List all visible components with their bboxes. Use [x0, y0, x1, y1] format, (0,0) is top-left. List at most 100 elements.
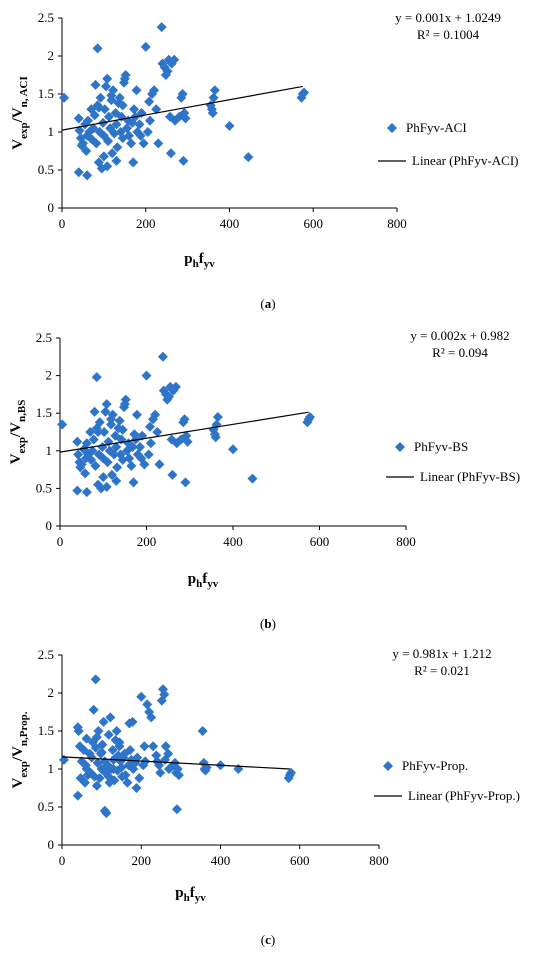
- y-tick-label: 2: [48, 48, 55, 63]
- chart-panel-c: 0 0.5 1 1.5 2 2.5 0 200 400 600 800 Vexp/Vn,Prop. ph…: [10, 646, 520, 947]
- data-point: [299, 87, 310, 98]
- x-label-p-sub: h: [193, 258, 199, 270]
- caption-open-paren: (: [261, 932, 265, 947]
- data-point: [109, 449, 120, 460]
- x-label-f: f: [190, 885, 196, 901]
- x-tick-label: 600: [310, 534, 330, 549]
- data-point: [135, 130, 146, 141]
- data-point: [128, 477, 139, 488]
- data-point: [144, 96, 155, 107]
- data-point: [97, 739, 108, 750]
- x-label-f: f: [199, 251, 205, 267]
- x-tick-label: 200: [132, 853, 152, 868]
- data-point: [127, 716, 138, 727]
- legend-marker-icon: [387, 123, 397, 133]
- data-point: [135, 442, 146, 453]
- x-tick-label: 400: [211, 853, 231, 868]
- legend-trend-label: Linear (PhFyv-Prop.): [408, 788, 520, 803]
- data-point: [140, 41, 151, 52]
- data-point: [90, 79, 101, 90]
- y-label-mid: /V: [10, 746, 26, 762]
- data-point: [131, 85, 142, 96]
- y-tick-label: 1.5: [38, 86, 54, 101]
- panel-caption: (c): [261, 932, 275, 947]
- legend-series-label: PhFyv-ACI: [406, 120, 467, 135]
- data-point: [155, 767, 166, 778]
- data-point: [139, 741, 150, 752]
- y-tick-label: 1: [46, 443, 53, 458]
- data-point: [82, 170, 93, 181]
- y-label-sub1: exp: [16, 437, 28, 454]
- caption-letter: a: [265, 296, 272, 311]
- y-axis-label: Vexp/Vn, ACI: [10, 76, 30, 150]
- data-point: [173, 770, 184, 781]
- data-point: [93, 427, 104, 437]
- x-tick-label: 200: [137, 534, 157, 549]
- data-point: [117, 454, 128, 465]
- data-point: [102, 457, 113, 468]
- data-point: [228, 444, 238, 455]
- r-squared: R² = 0.1004: [417, 27, 480, 42]
- x-axis-label: phfyv: [184, 251, 215, 270]
- y-tick-label: 0.5: [38, 799, 54, 814]
- x-tick-label: 200: [136, 216, 156, 231]
- data-point: [96, 747, 107, 758]
- data-point: [111, 726, 122, 736]
- data-point: [304, 411, 315, 422]
- data-point: [82, 115, 93, 126]
- x-tick-label: 800: [369, 853, 389, 868]
- data-point: [91, 138, 102, 149]
- data-point: [117, 424, 128, 435]
- data-point: [73, 726, 84, 736]
- data-point: [120, 394, 131, 405]
- data-point: [108, 764, 119, 774]
- data-point: [134, 119, 145, 130]
- data-point: [123, 760, 134, 771]
- data-point: [286, 767, 297, 778]
- data-point: [86, 752, 97, 763]
- y-label-mid: /V: [8, 422, 24, 438]
- data-point: [148, 741, 159, 752]
- data-point: [145, 438, 156, 449]
- data-point: [120, 770, 131, 781]
- legend-series-label: PhFyv-BS: [414, 439, 468, 454]
- y-tick-label: 2.5: [38, 647, 54, 662]
- data-point: [88, 434, 99, 445]
- data-point: [81, 733, 92, 744]
- legend-marker-icon: [383, 761, 393, 771]
- data-point: [114, 92, 125, 103]
- trendline: [61, 85, 303, 131]
- r-squared: R² = 0.021: [414, 663, 470, 678]
- data-point: [177, 89, 188, 99]
- data-point: [182, 436, 193, 447]
- data-point: [81, 438, 92, 449]
- data-point: [149, 85, 160, 96]
- y-label-sub2: n,BS: [16, 400, 28, 422]
- data-point: [59, 92, 70, 103]
- x-tick-label: 0: [59, 853, 66, 868]
- x-label-p: p: [175, 885, 183, 901]
- y-tick-label: 2: [48, 685, 55, 700]
- trendline: [61, 756, 290, 770]
- data-point: [167, 469, 178, 480]
- y-tick-label: 0.5: [36, 480, 52, 495]
- data-point: [180, 113, 191, 124]
- x-label-p-sub: h: [196, 578, 202, 590]
- x-label-p: p: [188, 571, 196, 587]
- data-point: [103, 771, 114, 782]
- data-point: [121, 123, 132, 134]
- data-point: [73, 113, 84, 124]
- y-label-main: V: [8, 453, 24, 464]
- data-point: [111, 442, 122, 453]
- data-point: [114, 415, 125, 426]
- data-point: [152, 427, 163, 437]
- data-point: [87, 445, 98, 456]
- data-point: [141, 370, 152, 381]
- data-point: [73, 167, 84, 178]
- data-point: [90, 460, 101, 471]
- data-point: [163, 54, 174, 65]
- data-point: [72, 790, 83, 801]
- data-point: [99, 805, 110, 816]
- y-label-sub1: exp: [18, 122, 30, 139]
- data-point: [100, 81, 111, 92]
